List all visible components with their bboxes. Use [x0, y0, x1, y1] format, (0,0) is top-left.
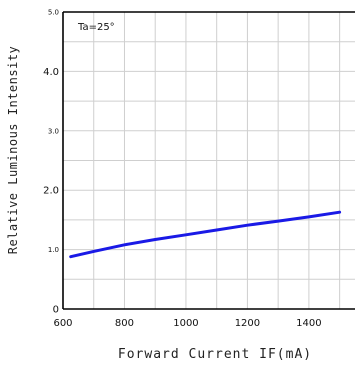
x-tick-labels: 600 800 1000 1200 1400: [53, 318, 321, 329]
data-point: [215, 228, 218, 232]
y-axis-label: Relative Luminous Intensity: [6, 46, 20, 255]
x-tick-label: 1400: [296, 318, 321, 329]
data-point: [246, 224, 249, 227]
y-tick-label: 1.0: [48, 246, 59, 254]
annotation-ta: Ta=25°: [77, 22, 115, 33]
x-tick-label: 600: [53, 318, 72, 329]
x-tick-label: 800: [115, 318, 134, 329]
y-tick-labels: 0 1.0 2.0 3.0 4.0 5.0: [43, 8, 59, 315]
series-group: [69, 210, 342, 259]
data-point: [69, 255, 72, 258]
data-point: [123, 243, 126, 247]
x-axis-label: Forward Current IF(mA): [118, 347, 312, 362]
axes: [62, 11, 355, 310]
y-tick-label: 3.0: [48, 127, 59, 135]
series-line: [69, 210, 342, 259]
x-tick-label: 1200: [235, 318, 260, 329]
y-tick-label: 5.0: [48, 8, 59, 16]
x-tick-label: 1000: [173, 318, 198, 329]
grid: [63, 12, 355, 309]
y-tick-label: 4.0: [43, 67, 59, 78]
data-point: [92, 250, 95, 253]
y-tick-label: 0: [53, 305, 59, 316]
data-point: [184, 233, 188, 236]
data-point: [154, 238, 157, 241]
data-point: [276, 219, 280, 223]
y-tick-label: 2.0: [43, 186, 59, 197]
data-point: [338, 210, 341, 214]
data-point: [307, 215, 311, 219]
